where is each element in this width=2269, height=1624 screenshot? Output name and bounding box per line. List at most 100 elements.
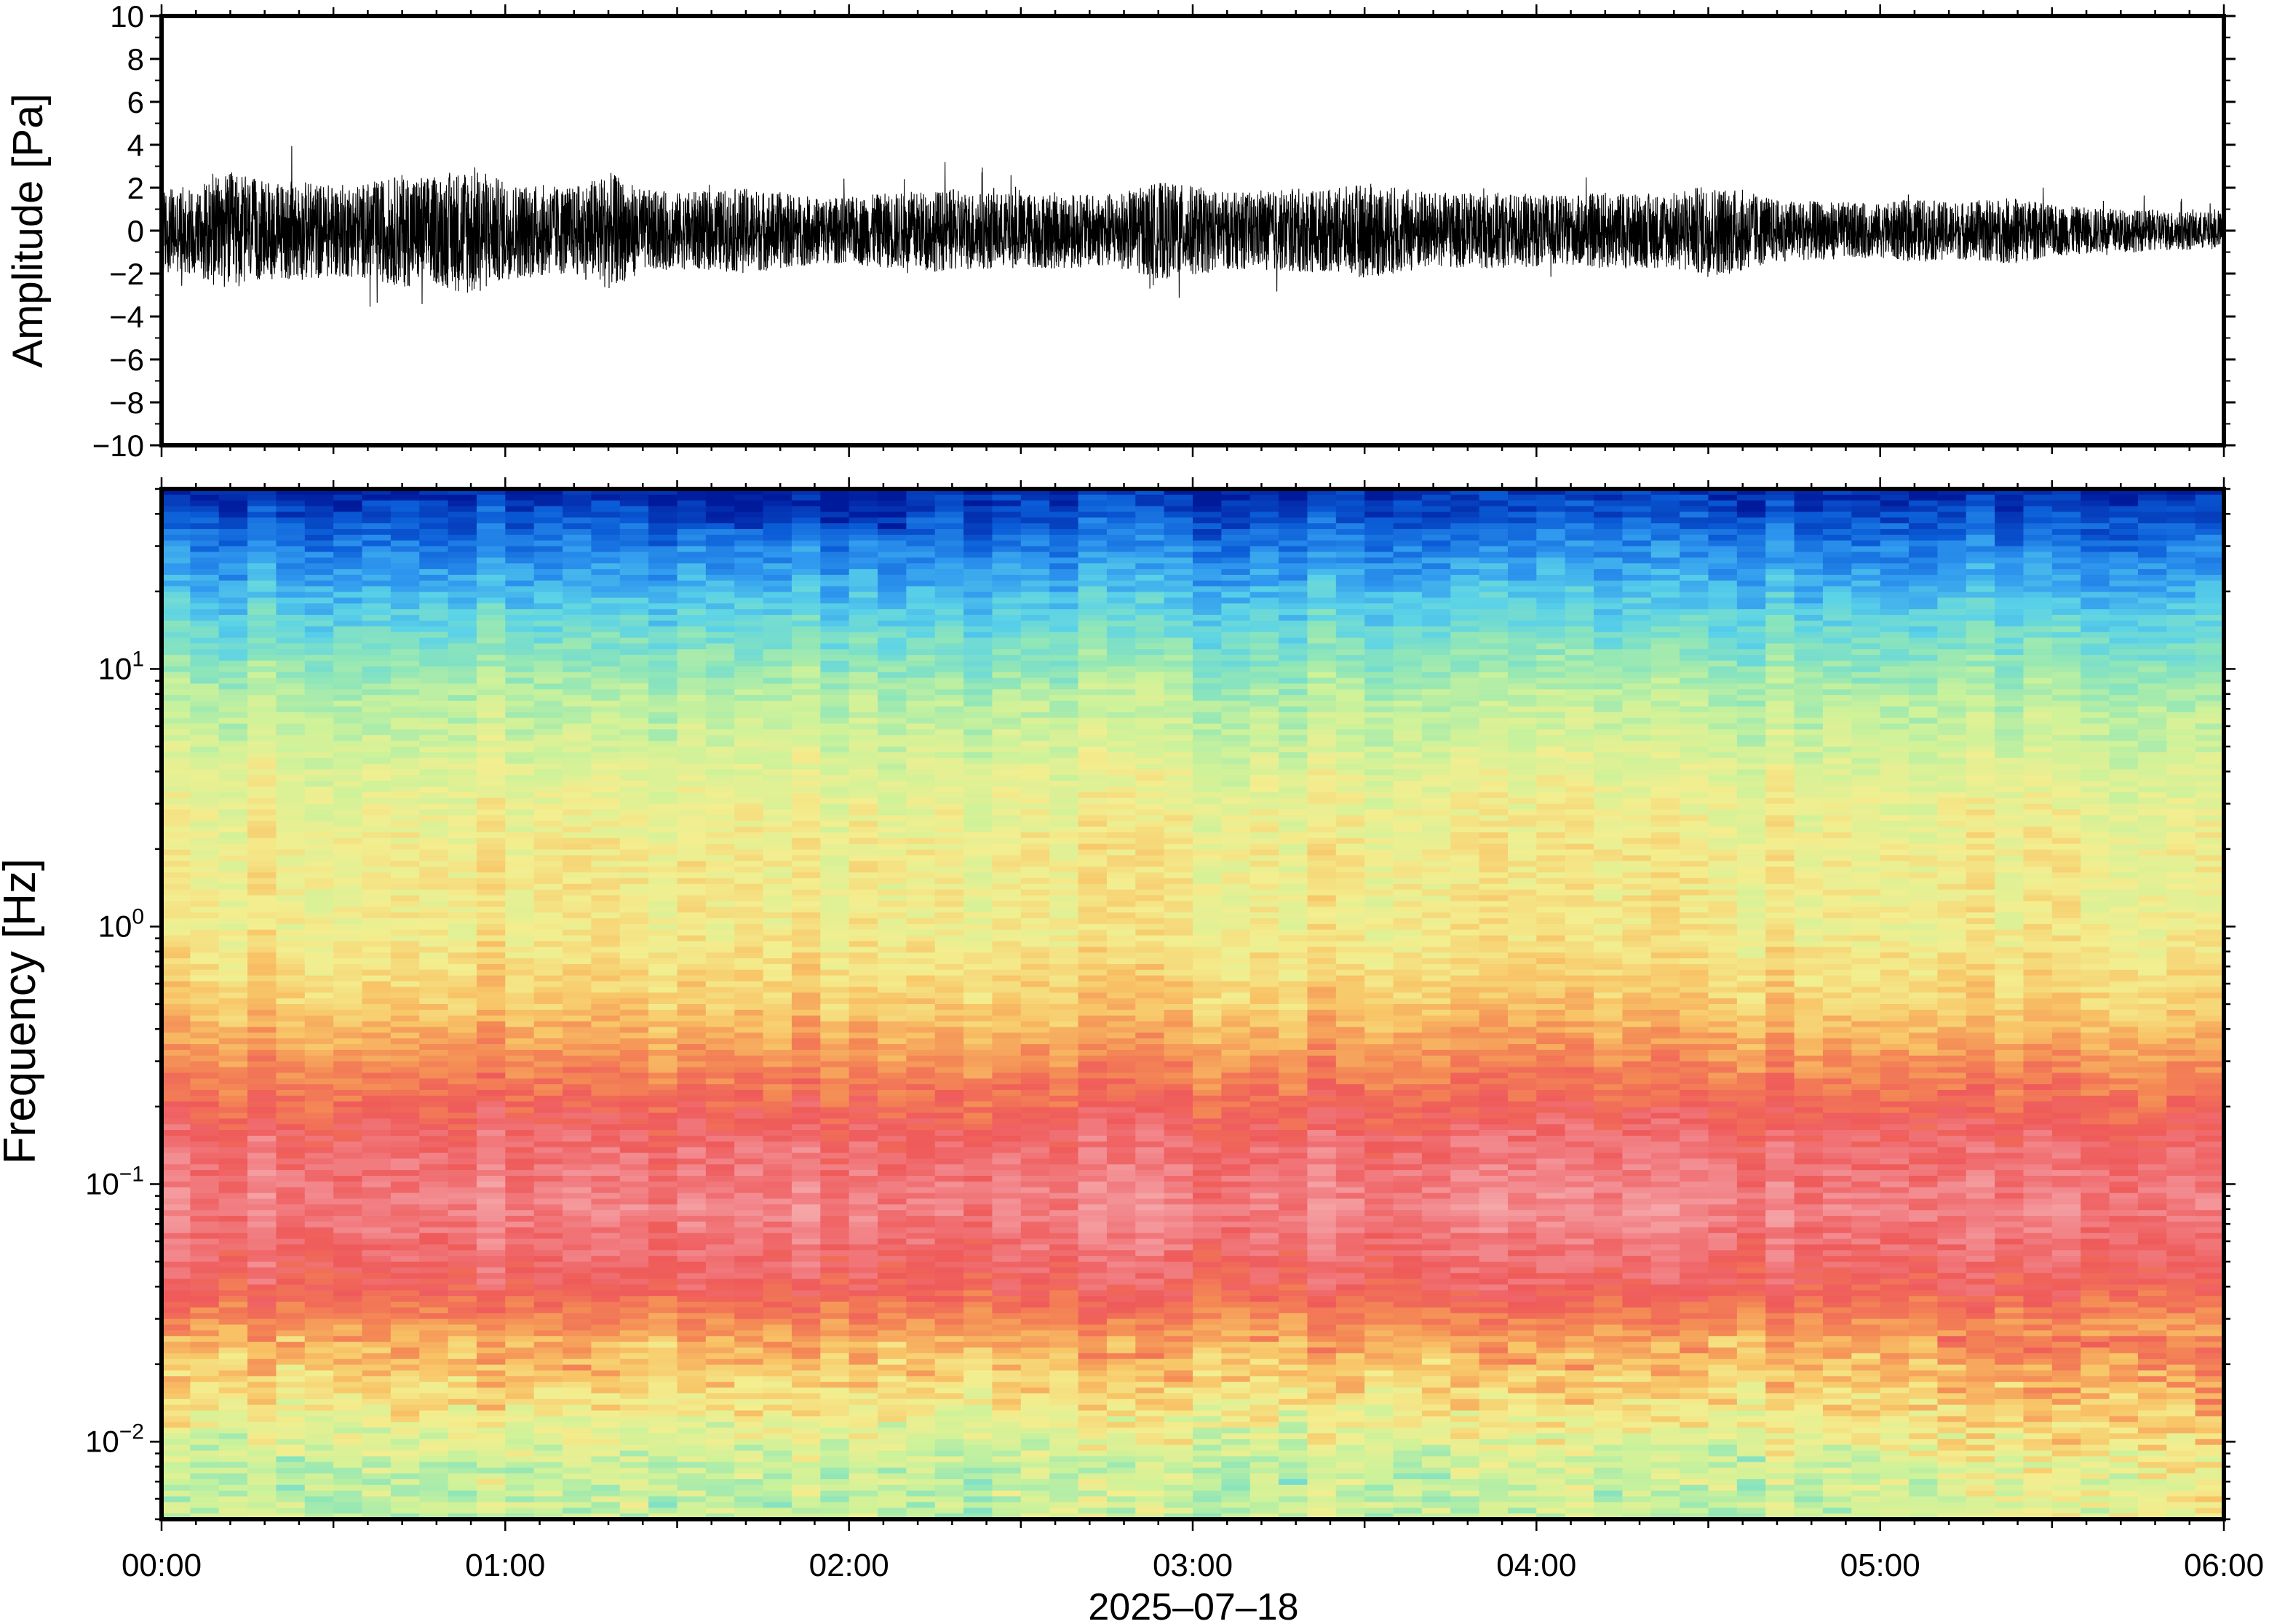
spectrogram-cell — [591, 741, 621, 747]
spectrogram-cell — [533, 827, 563, 833]
spectrogram-cell — [763, 1130, 792, 1137]
spectrogram-cell — [906, 494, 936, 501]
spectrogram-cell — [878, 861, 907, 867]
spectrogram-cell — [648, 969, 678, 976]
spectrogram-cell — [304, 506, 334, 513]
spectrogram-cell — [791, 1067, 821, 1073]
spectrogram-cell — [162, 1124, 191, 1131]
spectrogram-cell — [390, 689, 420, 696]
spectrogram-cell — [476, 987, 506, 993]
spectrogram-cell — [619, 923, 649, 931]
spectrogram-cell — [906, 1078, 936, 1085]
spectrogram-cell — [505, 1496, 535, 1502]
spectrogram-cell — [878, 757, 907, 765]
spectrogram-cell — [791, 517, 821, 524]
spectrogram-cell — [362, 546, 392, 553]
spectrogram-cell — [362, 877, 392, 885]
spectrogram-cell — [734, 1112, 764, 1119]
spectrogram-cell — [476, 1107, 506, 1114]
spectrogram-cell — [419, 1107, 449, 1114]
spectrogram-cell — [677, 552, 707, 558]
spectrogram-cell — [390, 969, 420, 976]
spectrogram-cell — [878, 1084, 907, 1091]
spectrogram-cell — [648, 586, 678, 593]
spectrogram-cell — [820, 1101, 850, 1108]
spectrogram-cell — [591, 1393, 621, 1400]
spectrogram-cell — [276, 1107, 306, 1114]
spectrogram-cell — [333, 1256, 363, 1262]
spectrogram-cell — [419, 1210, 449, 1217]
spectrogram-cell — [276, 769, 306, 776]
spectrogram-cell — [820, 1112, 850, 1119]
spectrogram-cell — [333, 1147, 363, 1154]
spectrogram-cell — [849, 1027, 878, 1033]
spectrogram-cell — [476, 637, 506, 644]
spectrogram-cell — [162, 592, 191, 599]
spectrogram-cell — [849, 1015, 878, 1022]
spectrogram-cell — [533, 1147, 563, 1154]
spectrogram-cell — [906, 963, 936, 971]
spectrogram-cell — [162, 1468, 191, 1474]
spectrogram-cell — [849, 1021, 878, 1028]
spectrogram-cell — [705, 1032, 735, 1039]
spectrogram-cell — [878, 975, 907, 982]
spectrogram-cell — [247, 563, 277, 570]
spectrogram-cell — [333, 963, 363, 971]
spectrogram-cell — [563, 723, 592, 730]
spectrogram-cell — [476, 809, 506, 816]
spectrogram-cell — [849, 1170, 878, 1177]
spectrogram-cell — [533, 1422, 563, 1428]
spectrogram-cell — [878, 672, 907, 679]
spectrogram-cell — [304, 1508, 334, 1514]
spectrogram-cell — [190, 1090, 220, 1096]
spectrogram-cell — [734, 1358, 764, 1366]
spectrogram-cell — [906, 592, 936, 599]
spectrogram-cell — [763, 1484, 792, 1492]
spectrogram-cell — [791, 689, 821, 696]
spectrogram-cell — [419, 1038, 449, 1045]
spectrogram-cell — [247, 1244, 277, 1251]
spectrogram-cell — [591, 1198, 621, 1205]
spectrogram-cell — [763, 1444, 792, 1452]
spectrogram-cell — [190, 615, 220, 621]
spectrogram-cell — [791, 677, 821, 685]
spectrogram-cell — [878, 661, 907, 667]
spectrogram-cell — [247, 1318, 277, 1326]
spectrogram-cell — [906, 815, 936, 821]
spectrogram-cell — [563, 677, 592, 685]
spectrogram-cell — [247, 706, 277, 713]
spectrogram-cell — [419, 1382, 449, 1388]
spectrogram-cell — [276, 787, 306, 793]
spectrogram-cell — [190, 1478, 220, 1486]
spectrogram-cell — [533, 1382, 563, 1388]
spectrogram-cell — [763, 1342, 792, 1348]
spectrogram-cell — [591, 895, 621, 901]
spectrogram-cell — [619, 672, 649, 679]
spectrogram-cell — [619, 1468, 649, 1474]
spectrogram-cell — [906, 832, 936, 839]
spectrogram-cell — [419, 615, 449, 621]
spectrogram-cell — [276, 963, 306, 971]
spectrogram-cell — [247, 757, 277, 765]
spectrogram-cell — [333, 1502, 363, 1508]
spectrogram-cell — [390, 1348, 420, 1354]
spectrogram-cell — [705, 747, 735, 753]
spectrogram-cell — [791, 695, 821, 701]
spectrogram-cell — [362, 741, 392, 747]
spectrogram-cell — [820, 792, 850, 799]
spectrogram-cell — [849, 1416, 878, 1422]
spectrogram-cell — [820, 1416, 850, 1422]
spectrogram-cell — [820, 1490, 850, 1497]
spectrogram-cell — [162, 797, 191, 805]
spectrogram-cell — [705, 1015, 735, 1022]
spectrogram-cell — [849, 735, 878, 741]
spectrogram-cell — [763, 1307, 792, 1314]
spectrogram-cell — [476, 912, 506, 919]
spectrogram-cell — [276, 1147, 306, 1154]
spectrogram-cell — [619, 1118, 649, 1125]
spectrogram-cell — [448, 672, 477, 679]
spectrogram-cell — [276, 1336, 306, 1342]
spectrogram-cell — [619, 1072, 649, 1079]
spectrogram-cell — [791, 1038, 821, 1045]
spectrogram-cell — [849, 1473, 878, 1480]
